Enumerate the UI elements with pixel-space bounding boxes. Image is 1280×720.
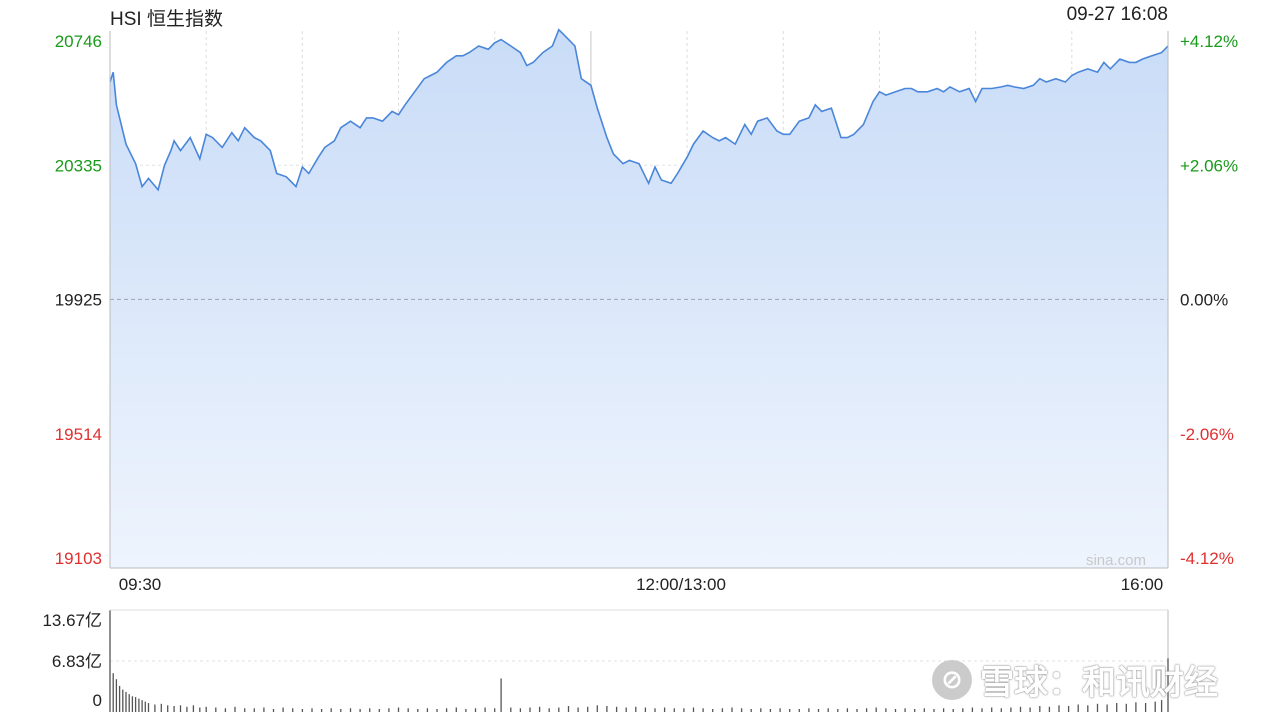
y-tick-label-right: -2.06% bbox=[1180, 425, 1234, 444]
volume-tick-label: 0 bbox=[93, 691, 102, 710]
volume-bars bbox=[109, 610, 1169, 712]
x-tick-label: 16:00 bbox=[1121, 575, 1164, 594]
price-plot-frame bbox=[109, 31, 1169, 569]
x-tick-label: 09:30 bbox=[119, 575, 162, 594]
x-tick-label: 12:00/13:00 bbox=[636, 575, 726, 594]
snowball-logo-icon: ⊘ bbox=[932, 659, 972, 700]
y-tick-label-right: -4.12% bbox=[1180, 549, 1234, 568]
y-tick-label-left: 20335 bbox=[55, 156, 102, 175]
y-tick-label-left: 19925 bbox=[55, 291, 102, 310]
volume-tick-label: 6.83亿 bbox=[52, 652, 102, 671]
y-tick-label-left: 20746 bbox=[55, 32, 102, 51]
source-label: sina.com bbox=[1086, 552, 1146, 569]
volume-y-axis: 13.67亿 6.83亿 0 bbox=[42, 611, 102, 710]
watermark-text: 雪球：和讯财经 bbox=[980, 664, 1218, 702]
right-y-axis: +4.12% +2.06% 0.00% -2.06% -4.12% bbox=[1180, 32, 1238, 568]
y-tick-label-left: 19514 bbox=[55, 425, 102, 444]
chart-title: HSI 恒生指数 bbox=[110, 9, 223, 30]
timestamp: 09-27 16:08 bbox=[1066, 4, 1168, 25]
price-line bbox=[109, 28, 1169, 192]
watermark: ⊘ 雪球：和讯财经 bbox=[932, 655, 1218, 704]
y-tick-label-right: +2.06% bbox=[1180, 156, 1238, 175]
volume-tick-label: 13.67亿 bbox=[42, 611, 102, 630]
y-tick-label-left: 19103 bbox=[55, 549, 102, 568]
y-tick-label-right: 0.00% bbox=[1180, 291, 1228, 310]
y-tick-label-right: +4.12% bbox=[1180, 32, 1238, 51]
x-axis: 09:30 12:00/13:00 16:00 bbox=[119, 575, 1164, 594]
left-y-axis: 20746 20335 19925 19514 19103 bbox=[55, 32, 102, 568]
